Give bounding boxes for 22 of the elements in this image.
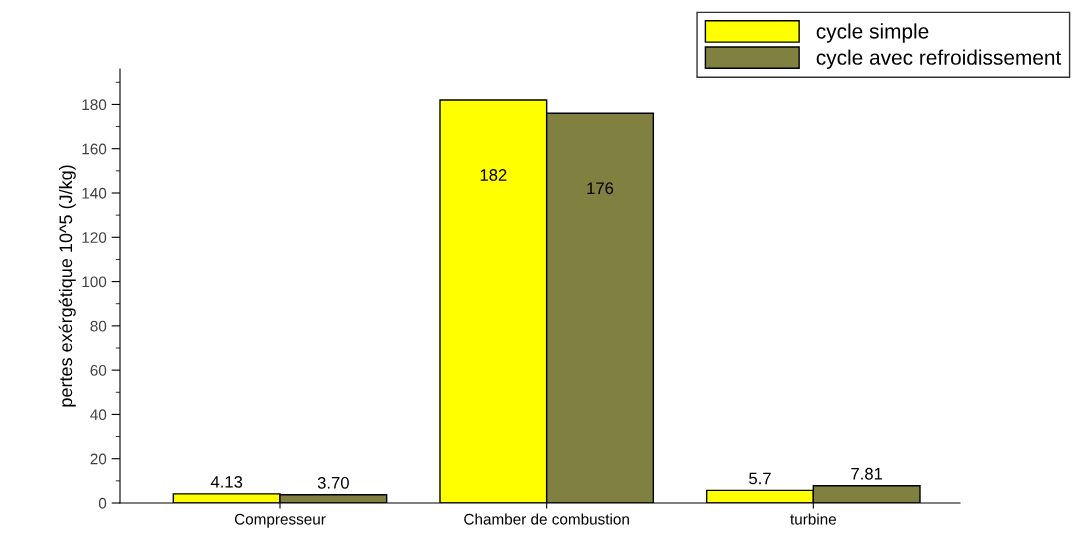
- data-label: 7.81: [851, 467, 883, 480]
- data-label: 176: [587, 182, 614, 195]
- legend-label: cycle avec refroidissement: [816, 49, 1062, 69]
- data-label: 4.13: [210, 475, 243, 488]
- y-tick-label: 180: [82, 99, 107, 111]
- y-tick-label: 0: [98, 497, 107, 509]
- y-tick-label: 160: [82, 143, 107, 155]
- x-tick-label: Compresseur: [234, 513, 326, 528]
- y-axis-title: pertes exérgétique 10^5 (J/kg): [58, 165, 76, 407]
- y-tick-label: 140: [82, 187, 107, 199]
- y-tick-label: 60: [90, 365, 107, 376]
- y-tick-label: 120: [82, 232, 107, 243]
- data-label: 3.70: [317, 476, 349, 489]
- x-tick-label: Chamber de combustion: [464, 513, 629, 525]
- x-tick-label: turbine: [790, 513, 837, 525]
- legend-label: cycle simple: [816, 23, 929, 43]
- data-label: 182: [480, 169, 507, 181]
- data-label: 5.7: [749, 472, 771, 485]
- y-tick-label: 40: [90, 409, 107, 421]
- y-tick-label: 100: [82, 276, 107, 288]
- y-tick-label: 80: [90, 320, 107, 332]
- y-tick-label: 20: [90, 453, 107, 465]
